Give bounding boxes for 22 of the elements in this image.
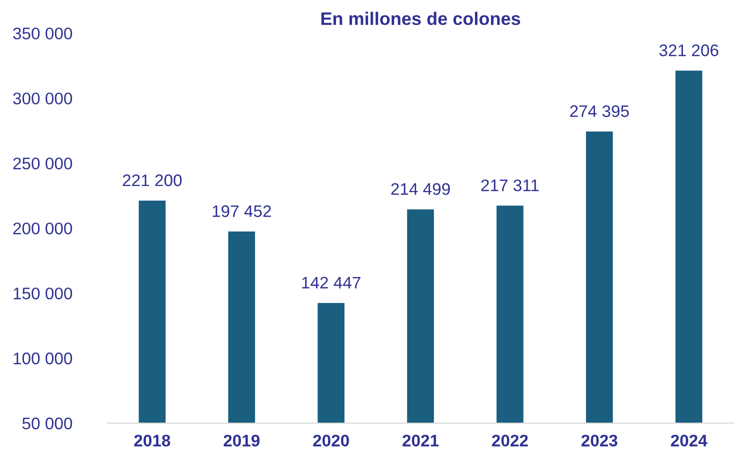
x-tick-label: 2021: [402, 434, 439, 447]
data-label: 221 200: [122, 174, 182, 186]
y-tick-label: 100 000: [14, 352, 72, 364]
y-tick-label: 250 000: [13, 158, 72, 170]
y-tick-label: 300 000: [13, 92, 72, 104]
y-tick-label: 200 000: [13, 222, 72, 234]
x-tick-label: 2024: [670, 434, 708, 447]
chart-title: En millones de colones: [321, 12, 520, 26]
data-label: 321 206: [659, 44, 718, 56]
x-tick-label: 2020: [313, 434, 349, 447]
y-tick-label: 50 000: [22, 418, 72, 430]
data-label: 274 395: [570, 105, 629, 118]
x-tick-label: 2019: [224, 434, 260, 447]
x-tick-label: 2022: [492, 434, 528, 447]
x-tick-label: 2023: [581, 434, 618, 447]
data-label: 214 499: [391, 183, 450, 195]
data-label: 197 452: [212, 205, 271, 218]
data-label: 217 311: [481, 179, 539, 192]
data-label: 142 447: [302, 276, 360, 288]
x-tick-label: 2018: [134, 434, 170, 447]
y-tick-label: 150 000: [14, 288, 72, 300]
y-tick-label: 350 000: [13, 28, 72, 40]
